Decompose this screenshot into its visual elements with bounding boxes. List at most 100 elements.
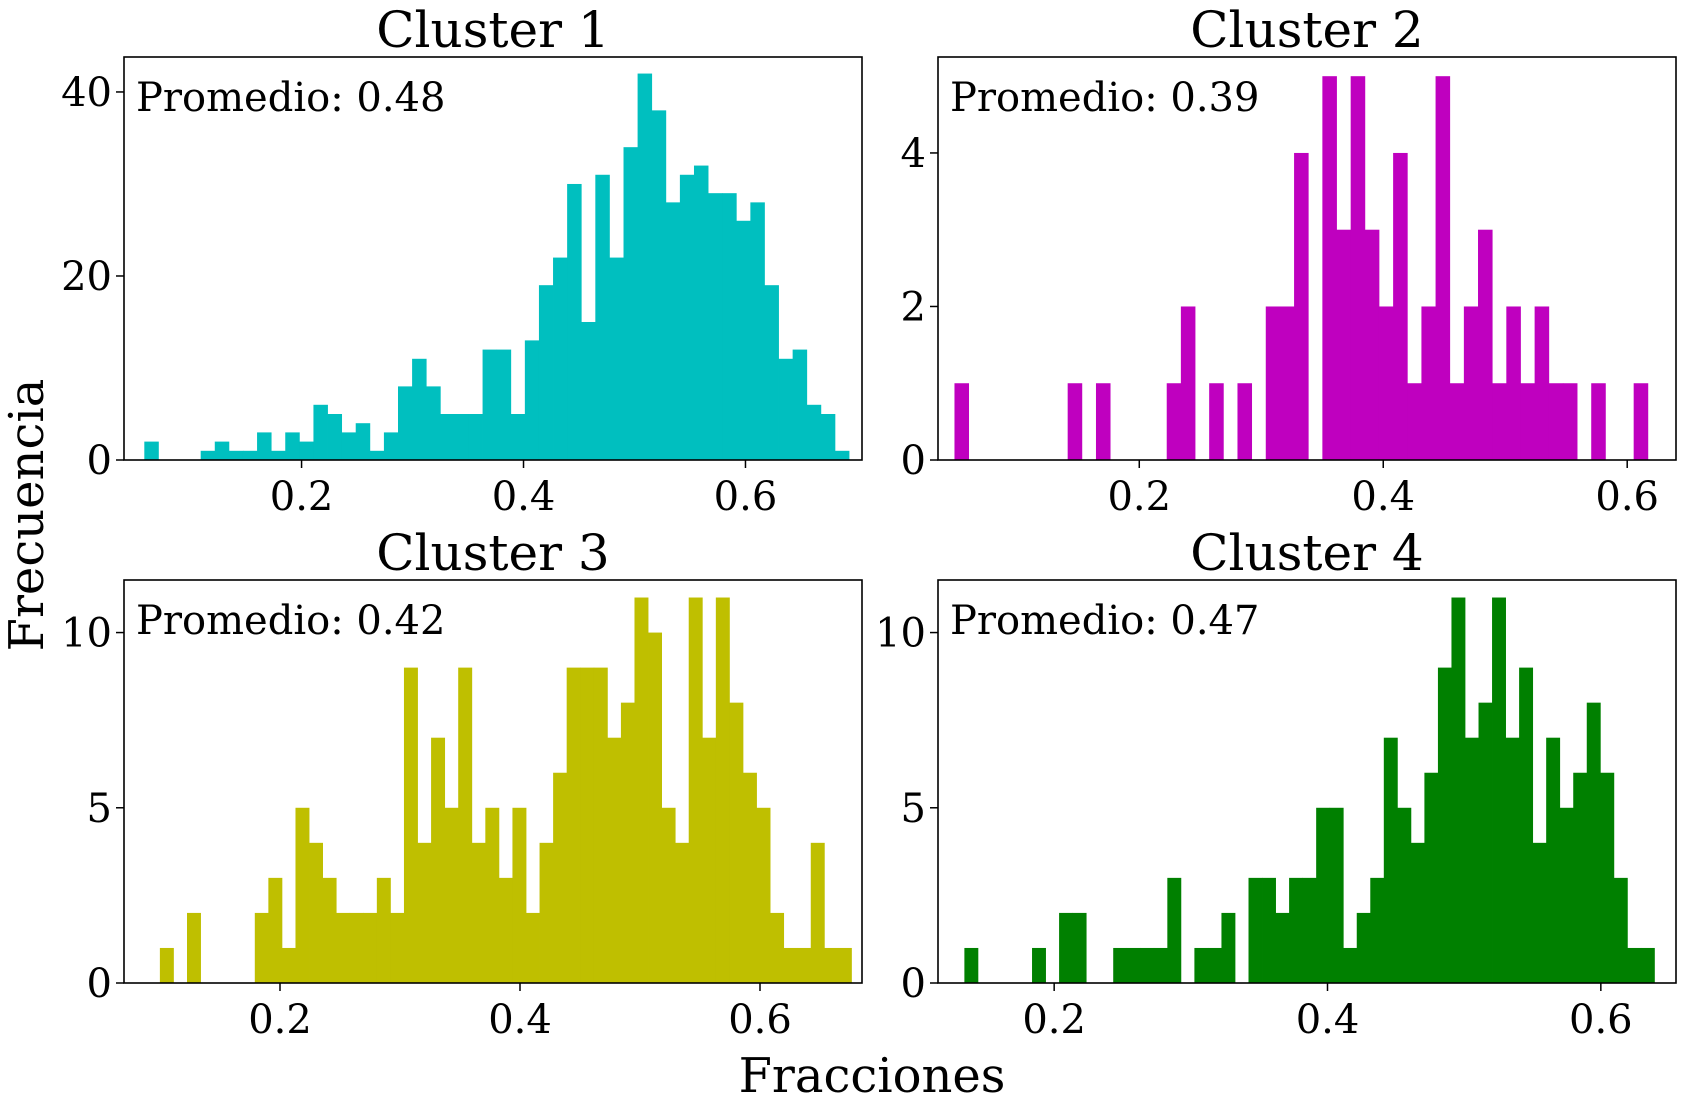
histogram-bar-cluster-2-bin-42 [1548, 383, 1564, 460]
histogram-bar-cluster-4-bin-0 [964, 947, 979, 983]
histogram-bar-cluster-1-bin-8 [257, 432, 272, 460]
histogram-bar-cluster-1-bin-10 [285, 432, 300, 460]
histogram-bar-cluster-1-bin-27 [524, 340, 540, 460]
histogram-bar-cluster-4-bin-34 [1424, 772, 1439, 983]
y-tick-label: 5 [87, 786, 112, 832]
histogram-bar-cluster-4-bin-25 [1302, 877, 1317, 983]
histogram-bar-cluster-4-bin-15 [1167, 877, 1182, 983]
axes-frame [937, 579, 1677, 984]
histogram-bar-cluster-4-bin-13 [1140, 947, 1155, 983]
histogram-bar-cluster-2-bin-31 [1393, 152, 1408, 460]
histogram-bar-cluster-4-bin-7 [1059, 912, 1074, 983]
histogram-bar-cluster-3-bin-14 [349, 912, 364, 983]
figure-ylabel: Frecuencia [0, 379, 55, 652]
histogram-bar-cluster-1-bin-32 [595, 174, 610, 460]
histogram-bar-cluster-3-bin-34 [620, 702, 635, 983]
x-tick-label: 0.2 [248, 997, 312, 1043]
histogram-bar-cluster-4-bin-45 [1573, 772, 1588, 983]
y-tick-label: 0 [901, 438, 926, 484]
histogram-bar-cluster-3-bin-31 [580, 667, 595, 983]
histogram-bar-cluster-1-bin-18 [398, 386, 413, 460]
histogram-bar-cluster-1-bin-12 [313, 404, 328, 460]
histogram-bar-cluster-3-bin-19 [417, 842, 432, 983]
y-tick-label: 40 [61, 70, 112, 116]
y-tick-label: 0 [87, 438, 112, 484]
x-tick-label: 0.2 [1107, 474, 1171, 520]
histogram-bar-cluster-4-bin-36 [1451, 597, 1466, 983]
histogram-bar-cluster-2-bin-37 [1478, 229, 1493, 460]
histogram-bar-cluster-1-bin-22 [454, 414, 469, 460]
histogram-bar-cluster-2-bin-43 [1562, 383, 1578, 460]
histogram-bar-cluster-3-bin-42 [729, 702, 744, 983]
y-tick-label: 5 [901, 786, 926, 832]
histogram-bar-cluster-2-bin-32 [1407, 383, 1422, 460]
histogram-bar-cluster-4-bin-19 [1221, 912, 1236, 983]
y-tick-label: 10 [875, 611, 926, 657]
histogram-bar-cluster-2-bin-48 [1633, 383, 1649, 460]
histogram-bar-cluster-1-bin-25 [496, 349, 512, 460]
histogram-bar-cluster-1-bin-29 [553, 257, 568, 460]
histogram-bar-cluster-3-bin-18 [403, 667, 418, 983]
x-tick-label: 0.4 [492, 474, 556, 520]
histogram-bar-cluster-3-bin-30 [566, 667, 581, 983]
histogram-bar-cluster-1-bin-23 [468, 414, 483, 460]
histogram-bar-cluster-1-bin-41 [722, 193, 737, 461]
histogram-bar-cluster-2-bin-18 [1209, 383, 1224, 460]
histogram-bar-cluster-1-bin-30 [567, 183, 582, 460]
histogram-bar-cluster-2-bin-28 [1350, 76, 1366, 460]
subplot-cluster-4: 0.2 0.4 0.6 0 5 10 Cluster 4 Promedio: 0.47 [875, 524, 1677, 1043]
x-tick-label: 0.6 [714, 474, 778, 520]
histogram-bar-cluster-4-bin-38 [1478, 702, 1493, 983]
y-tick-label: 4 [901, 131, 926, 177]
histogram-bar-cluster-2-bin-20 [1237, 383, 1253, 460]
histogram-bar-cluster-1-bin-35 [637, 73, 653, 460]
histogram-bar-cluster-2-bin-15 [1166, 383, 1182, 460]
histogram-bar-cluster-3-bin-10 [295, 807, 310, 983]
histogram-bar-cluster-2-bin-41 [1534, 306, 1550, 460]
histogram-bar-cluster-3-bin-43 [742, 772, 757, 983]
histogram-bar-cluster-3-bin-17 [390, 912, 405, 983]
y-tick-label: 2 [901, 284, 926, 330]
histogram-bar-cluster-4-bin-50 [1640, 947, 1655, 983]
histogram-bar-cluster-4-bin-40 [1505, 737, 1520, 983]
histogram-bar-cluster-3-bin-8 [268, 877, 283, 983]
histogram-bar-cluster-1-bin-19 [412, 358, 427, 460]
histogram-bar-cluster-2-bin-0 [954, 383, 970, 460]
histogram-bar-cluster-1-bin-28 [538, 285, 554, 460]
histogram-bar-cluster-3-bin-49 [824, 947, 839, 983]
histogram-bar-cluster-2-bin-39 [1506, 306, 1521, 460]
histogram-bar-cluster-4-bin-23 [1275, 912, 1290, 983]
axes-frame [937, 56, 1677, 461]
x-tick-label: 0.2 [1022, 997, 1086, 1043]
histogram-bar-cluster-3-bin-32 [593, 667, 608, 983]
subplot-title: Cluster 2 [1190, 1, 1423, 59]
x-tick-label: 0.6 [1595, 474, 1659, 520]
x-tick-label: 0.4 [488, 997, 552, 1043]
histogram-bar-cluster-1-bin-21 [440, 414, 455, 460]
axes-frame [123, 56, 863, 461]
histogram-bar-cluster-3-bin-15 [363, 912, 378, 983]
histogram-bar-cluster-1-bin-47 [806, 404, 822, 460]
histogram-bar-cluster-1-bin-45 [778, 358, 794, 460]
x-tick-label: 0.6 [1569, 997, 1633, 1043]
histogram-bar-cluster-3-bin-47 [797, 947, 812, 983]
histogram-bar-cluster-2-bin-30 [1378, 306, 1394, 460]
histogram-bar-cluster-3-bin-12 [322, 877, 337, 983]
histogram-bar-cluster-4-bin-17 [1194, 947, 1209, 983]
histogram-bar-cluster-3-bin-23 [471, 842, 486, 983]
histogram-bar-cluster-1-bin-48 [820, 414, 836, 460]
histogram-bar-cluster-4-bin-41 [1519, 667, 1534, 983]
subplot-title: Cluster 4 [1190, 524, 1423, 582]
histogram-bar-cluster-4-bin-33 [1410, 842, 1425, 983]
histogram-bar-cluster-3-bin-50 [837, 947, 852, 983]
histogram-bar-cluster-1-bin-39 [693, 165, 709, 460]
histogram-bar-cluster-3-bin-37 [661, 807, 676, 983]
histogram-bar-cluster-4-bin-24 [1289, 877, 1304, 983]
histogram-bar-cluster-2-bin-45 [1591, 383, 1606, 460]
histogram-bar-cluster-2-bin-10 [1095, 383, 1111, 460]
y-tick-label: 20 [61, 254, 112, 300]
histogram-bar-cluster-1-bin-33 [609, 257, 624, 460]
histogram-bar-cluster-3-bin-29 [553, 772, 568, 983]
histogram-bar-cluster-4-bin-8 [1072, 912, 1087, 983]
